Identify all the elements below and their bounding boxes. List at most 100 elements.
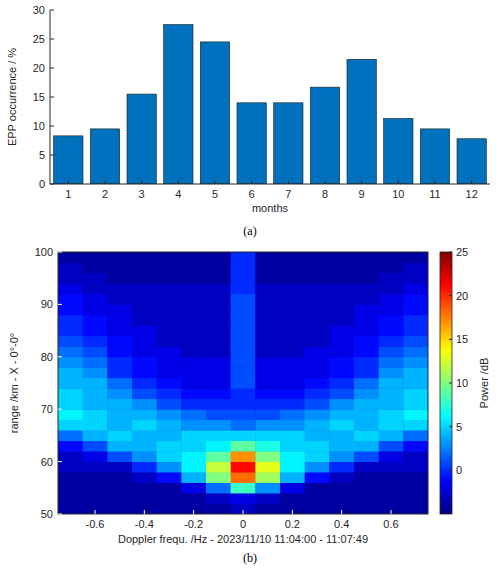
heat-cell [206,325,231,336]
heat-cell [157,420,182,431]
heat-cell [280,262,305,273]
heat-cell [255,357,280,368]
heat-cell [206,304,231,315]
heat-cell [305,451,330,462]
y-tick-label: 20 [33,62,45,74]
heat-cell [58,315,83,326]
heat-cell [379,315,404,326]
heat-cell [379,367,404,378]
heat-cell [255,252,280,263]
heat-cell [157,388,182,399]
heat-cell [107,273,132,284]
heat-cell [354,472,379,483]
x-tick-label: 4 [175,188,181,200]
heat-cell [354,420,379,431]
heat-cell [354,252,379,263]
heat-cell [206,493,231,504]
heat-cell [206,378,231,389]
heat-cell [58,357,83,368]
x-tick-label: -0.2 [184,518,203,530]
heat-cell [58,304,83,315]
x-tick-label: 8 [322,188,328,200]
heat-cell [280,378,305,389]
heat-cell [157,451,182,462]
x-tick [292,510,293,514]
heat-cell [329,483,354,494]
heat-cell [206,294,231,305]
heat-cell [83,294,108,305]
heat-cell [231,378,256,389]
heat-cell [403,315,428,326]
x-tick [68,180,69,184]
heat-cell [329,451,354,462]
heat-cell [403,409,428,420]
heat-cell [58,378,83,389]
heat-cell [206,273,231,284]
heat-cell [329,420,354,431]
heat-cell [58,346,83,357]
heat-cell [107,325,132,336]
colorbar-tick [449,252,452,253]
heat-cell [354,283,379,294]
heat-cell [305,294,330,305]
heat-cell [403,451,428,462]
heat-cell [157,262,182,273]
heat-cell [107,283,132,294]
heat-cell [305,388,330,399]
heat-cell [157,252,182,263]
heat-cell [354,325,379,336]
cells [58,252,428,514]
heat-cell [329,357,354,368]
heat-cell [231,367,256,378]
heat-cell [403,304,428,315]
heat-cell [107,504,132,514]
y-tick [58,461,62,462]
heat-cell [181,273,206,284]
x-axis-title: months [252,202,289,214]
heat-cell [206,441,231,452]
heat-cell [132,441,157,452]
heat-cell [255,294,280,305]
heat-cell [305,462,330,473]
heat-cell [354,399,379,410]
heat-cell [305,273,330,284]
plot-frame [58,252,428,514]
heat-cell [157,273,182,284]
heat-cell [305,346,330,357]
heat-cell [280,388,305,399]
heat-cell [157,357,182,368]
heat-cell [181,493,206,504]
x-tick [251,180,252,184]
heat-cell [231,472,256,483]
heat-cell [255,462,280,473]
heat-cell [181,252,206,263]
heat-cell [280,504,305,514]
heat-cell [58,504,83,514]
heat-cell [107,357,132,368]
heat-cell [280,252,305,263]
heat-cell [354,315,379,326]
y-tick-label: 30 [33,4,45,16]
y-tick [58,304,62,305]
y-tick-label: 25 [33,33,45,45]
heat-cell [255,346,280,357]
colorbar [440,252,452,514]
heat-cell [255,262,280,273]
y-tick [50,97,54,98]
heat-cell [157,409,182,420]
heat-cell [329,430,354,441]
heat-cell [305,367,330,378]
heat-cell [83,378,108,389]
x-tick-label: 3 [139,188,145,200]
heat-cell [132,304,157,315]
heat-cell [58,252,83,263]
heat-cell [83,283,108,294]
heat-cell [379,346,404,357]
heat-cell [231,336,256,347]
bar [54,136,83,184]
heat-cell [280,472,305,483]
heat-cell [329,336,354,347]
heat-cell [280,336,305,347]
heat-cell [58,273,83,284]
heat-cell [181,336,206,347]
